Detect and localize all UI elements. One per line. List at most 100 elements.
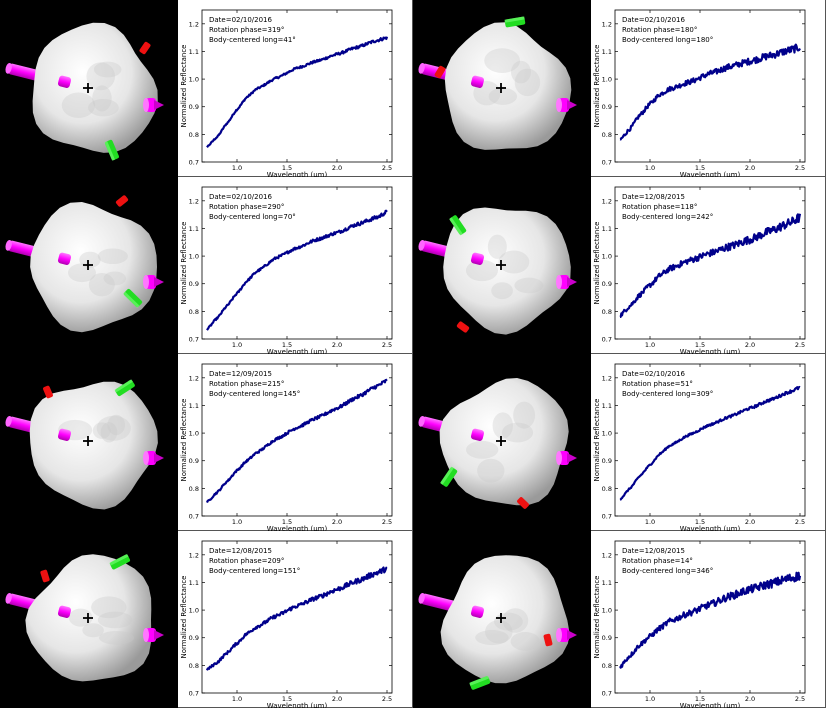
y-tick-label: 1.0 — [602, 76, 612, 84]
surface-shade — [82, 623, 104, 638]
x-tick-label: 1.0 — [645, 518, 655, 526]
x-tick-label: 1.5 — [282, 518, 292, 526]
longitude-label: Body-centered long=145° — [209, 390, 300, 398]
spectrum-plot-1: 0.7 0.8 0.9 1.0 1.1 1.2 1.0 1.5 2.0 2.5 Wavelength… — [178, 0, 413, 177]
spectrum-svg: 0.7 0.8 0.9 1.0 1.1 1.2 1.0 1.5 2.0 2.5 Wavelength… — [180, 186, 393, 354]
red-axis-marker — [139, 41, 151, 55]
spectrum-svg: 0.7 0.8 0.9 1.0 1.1 1.2 1.0 1.5 2.0 2.5 Wavelength… — [593, 540, 806, 708]
y-tick-label: 0.8 — [189, 308, 199, 316]
green-axis-marker — [123, 288, 143, 308]
asteroid-render-2 — [413, 0, 591, 177]
surface-shade — [511, 60, 531, 84]
x-tick-label: 2.5 — [382, 341, 392, 349]
spectrum-svg: 0.7 0.8 0.9 1.0 1.1 1.2 1.0 1.5 2.0 2.5 Wavelength… — [180, 540, 393, 708]
longitude-label: Body-centered long=151° — [209, 567, 300, 575]
magenta-axis-rod-front — [470, 428, 485, 441]
x-tick-label: 1.5 — [695, 164, 705, 172]
surface-shade — [514, 68, 541, 97]
center-cross-icon — [83, 613, 93, 623]
x-tick-label: 1.5 — [282, 164, 292, 172]
surface-shade — [93, 61, 122, 78]
magenta-axis-rod-front — [57, 605, 72, 618]
date-label: Date=02/10/2016 — [622, 16, 685, 24]
y-tick-label: 0.7 — [189, 513, 199, 521]
spectrum-line — [619, 43, 801, 141]
y-tick-label: 0.8 — [602, 308, 612, 316]
plot-frame — [614, 540, 806, 694]
surface-shade — [485, 620, 513, 644]
rotation-phase-label: Rotation phase=180° — [622, 26, 697, 34]
x-tick-label: 2.5 — [795, 695, 805, 703]
surface-shade — [61, 92, 96, 119]
spectrum-line — [205, 378, 388, 504]
magenta-axis-rod-front — [57, 252, 72, 265]
surface-shade — [97, 248, 128, 265]
asteroid-render-svg — [5, 553, 164, 682]
y-tick-label: 1.0 — [602, 253, 612, 261]
x-tick-label: 2.5 — [795, 341, 805, 349]
spectrum-plot-5: 0.7 0.8 0.9 1.0 1.1 1.2 1.0 1.5 2.0 2.5 Wavelength… — [178, 354, 413, 531]
spectrum-line — [206, 36, 389, 148]
asteroid-render-4 — [413, 177, 591, 354]
asteroid-render-5 — [0, 354, 178, 531]
y-axis-label: Normalized Reflectance — [593, 399, 601, 482]
red-axis-marker — [115, 195, 129, 207]
y-tick-label: 1.2 — [189, 551, 199, 559]
y-tick-label: 0.7 — [189, 159, 199, 167]
spectrum-line — [619, 213, 802, 318]
x-axis-label: Wavelength (μm) — [267, 702, 328, 708]
spectrum-plot-3: 0.7 0.8 0.9 1.0 1.1 1.2 1.0 1.5 2.0 2.5 Wavelength… — [178, 177, 413, 354]
y-tick-label: 1.0 — [189, 607, 199, 615]
center-cross-icon — [496, 613, 506, 623]
surface-shade — [107, 414, 126, 436]
rotation-phase-label: Rotation phase=14° — [622, 557, 693, 565]
surface-shade — [492, 412, 513, 439]
surface-shade — [91, 596, 127, 619]
x-axis-label: Wavelength (μm) — [680, 171, 741, 177]
y-tick-label: 0.9 — [602, 103, 612, 111]
y-axis-label: Normalized Reflectance — [593, 576, 601, 659]
x-axis-label: Wavelength (μm) — [267, 348, 328, 354]
y-tick-label: 0.9 — [189, 634, 199, 642]
y-axis-label: Normalized Reflectance — [593, 222, 601, 305]
surface-shade — [92, 85, 112, 112]
y-tick-label: 1.2 — [189, 374, 199, 382]
surface-shade — [498, 250, 530, 274]
surface-shade — [100, 422, 118, 443]
green-axis-marker — [104, 139, 119, 161]
surface-shade — [477, 458, 505, 483]
green-axis-marker — [469, 675, 491, 690]
y-tick-label: 0.7 — [189, 690, 199, 698]
surface-shade — [501, 422, 534, 443]
red-axis-marker — [543, 633, 553, 647]
asteroid-body — [32, 22, 158, 153]
x-tick-label: 1.5 — [282, 341, 292, 349]
x-tick-label: 2.0 — [745, 341, 755, 349]
asteroid-render-1 — [0, 0, 178, 177]
rotation-phase-label: Rotation phase=209° — [209, 557, 284, 565]
x-tick-label: 1.0 — [232, 341, 242, 349]
magenta-arrow-icon — [556, 275, 577, 289]
y-tick-label: 1.0 — [189, 253, 199, 261]
spectrum-svg: 0.7 0.8 0.9 1.0 1.1 1.2 1.0 1.5 2.0 2.5 Wavelength… — [180, 363, 393, 531]
magenta-arrow-icon — [143, 98, 164, 112]
x-tick-label: 2.5 — [382, 164, 392, 172]
plot-frame — [614, 9, 806, 163]
surface-shade — [79, 251, 101, 268]
surface-shade — [484, 48, 521, 73]
surface-shade — [68, 263, 96, 283]
center-cross-icon — [496, 260, 506, 270]
x-tick-label: 2.5 — [795, 518, 805, 526]
y-tick-label: 1.1 — [602, 225, 612, 233]
x-tick-label: 2.0 — [332, 164, 342, 172]
x-axis-label: Wavelength (μm) — [680, 525, 741, 531]
y-tick-label: 0.8 — [602, 662, 612, 670]
y-tick-label: 0.8 — [602, 485, 612, 493]
y-tick-label: 0.9 — [602, 280, 612, 288]
y-tick-label: 1.2 — [189, 20, 199, 28]
longitude-label: Body-centered long=41° — [209, 36, 296, 44]
magenta-arrow-icon — [143, 628, 164, 642]
date-label: Date=12/08/2015 — [622, 547, 685, 555]
spectrum-svg: 0.7 0.8 0.9 1.0 1.1 1.2 1.0 1.5 2.0 2.5 Wavelength… — [593, 363, 806, 531]
y-tick-label: 1.1 — [189, 48, 199, 56]
